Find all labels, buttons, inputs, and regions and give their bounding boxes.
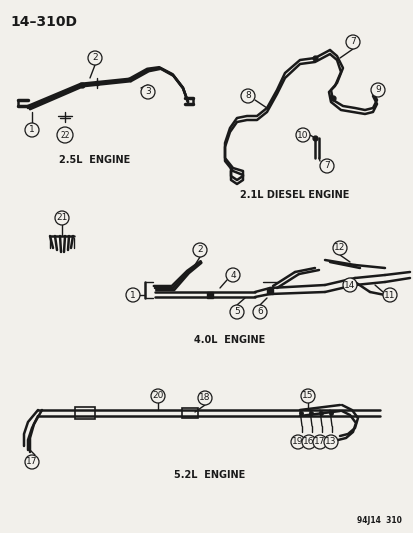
Circle shape: [25, 123, 39, 137]
Text: 13: 13: [325, 438, 336, 447]
Text: 4.0L  ENGINE: 4.0L ENGINE: [194, 335, 265, 345]
Text: 11: 11: [383, 290, 395, 300]
Circle shape: [345, 35, 359, 49]
Circle shape: [295, 128, 309, 142]
Text: 10: 10: [297, 131, 308, 140]
Circle shape: [141, 85, 154, 99]
Bar: [75, 407, 95, 419]
Circle shape: [55, 211, 69, 225]
Circle shape: [300, 389, 314, 403]
Text: 16: 16: [302, 438, 314, 447]
Text: 2.1L DIESEL ENGINE: 2.1L DIESEL ENGINE: [240, 190, 349, 200]
Text: 2.5L  ENGINE: 2.5L ENGINE: [59, 155, 131, 165]
Circle shape: [342, 278, 356, 292]
Text: 7: 7: [323, 161, 329, 171]
Text: 19: 19: [292, 438, 303, 447]
Circle shape: [332, 241, 346, 255]
Circle shape: [252, 305, 266, 319]
Text: 17: 17: [26, 457, 38, 466]
Text: 15: 15: [301, 392, 313, 400]
Text: 5: 5: [234, 308, 239, 317]
Text: 3: 3: [145, 87, 150, 96]
Circle shape: [301, 435, 315, 449]
Circle shape: [290, 435, 304, 449]
Circle shape: [88, 51, 102, 65]
Bar: [182, 408, 197, 418]
Circle shape: [319, 159, 333, 173]
Circle shape: [197, 391, 211, 405]
Circle shape: [225, 268, 240, 282]
Circle shape: [192, 243, 206, 257]
Text: 18: 18: [199, 393, 210, 402]
Text: 2: 2: [197, 246, 202, 254]
Text: 7: 7: [349, 37, 355, 46]
Text: 5.2L  ENGINE: 5.2L ENGINE: [174, 470, 245, 480]
Circle shape: [312, 435, 326, 449]
Text: 17: 17: [313, 438, 325, 447]
Circle shape: [370, 83, 384, 97]
Text: 20: 20: [152, 392, 163, 400]
Circle shape: [382, 288, 396, 302]
Text: 12: 12: [334, 244, 345, 253]
Text: 4: 4: [230, 271, 235, 279]
Circle shape: [25, 455, 39, 469]
Circle shape: [230, 305, 243, 319]
Text: 14–310D: 14–310D: [10, 15, 77, 29]
Circle shape: [323, 435, 337, 449]
Circle shape: [240, 89, 254, 103]
Text: 1: 1: [130, 290, 135, 300]
Circle shape: [57, 127, 73, 143]
Text: 21: 21: [56, 214, 67, 222]
Text: 94J14  310: 94J14 310: [356, 516, 401, 525]
Circle shape: [151, 389, 165, 403]
Circle shape: [126, 288, 140, 302]
Text: 1: 1: [29, 125, 35, 134]
Text: 2: 2: [92, 53, 97, 62]
Text: 14: 14: [344, 280, 355, 289]
Text: 22: 22: [60, 131, 69, 140]
Text: 6: 6: [256, 308, 262, 317]
Text: 8: 8: [244, 92, 250, 101]
Text: 9: 9: [374, 85, 380, 94]
